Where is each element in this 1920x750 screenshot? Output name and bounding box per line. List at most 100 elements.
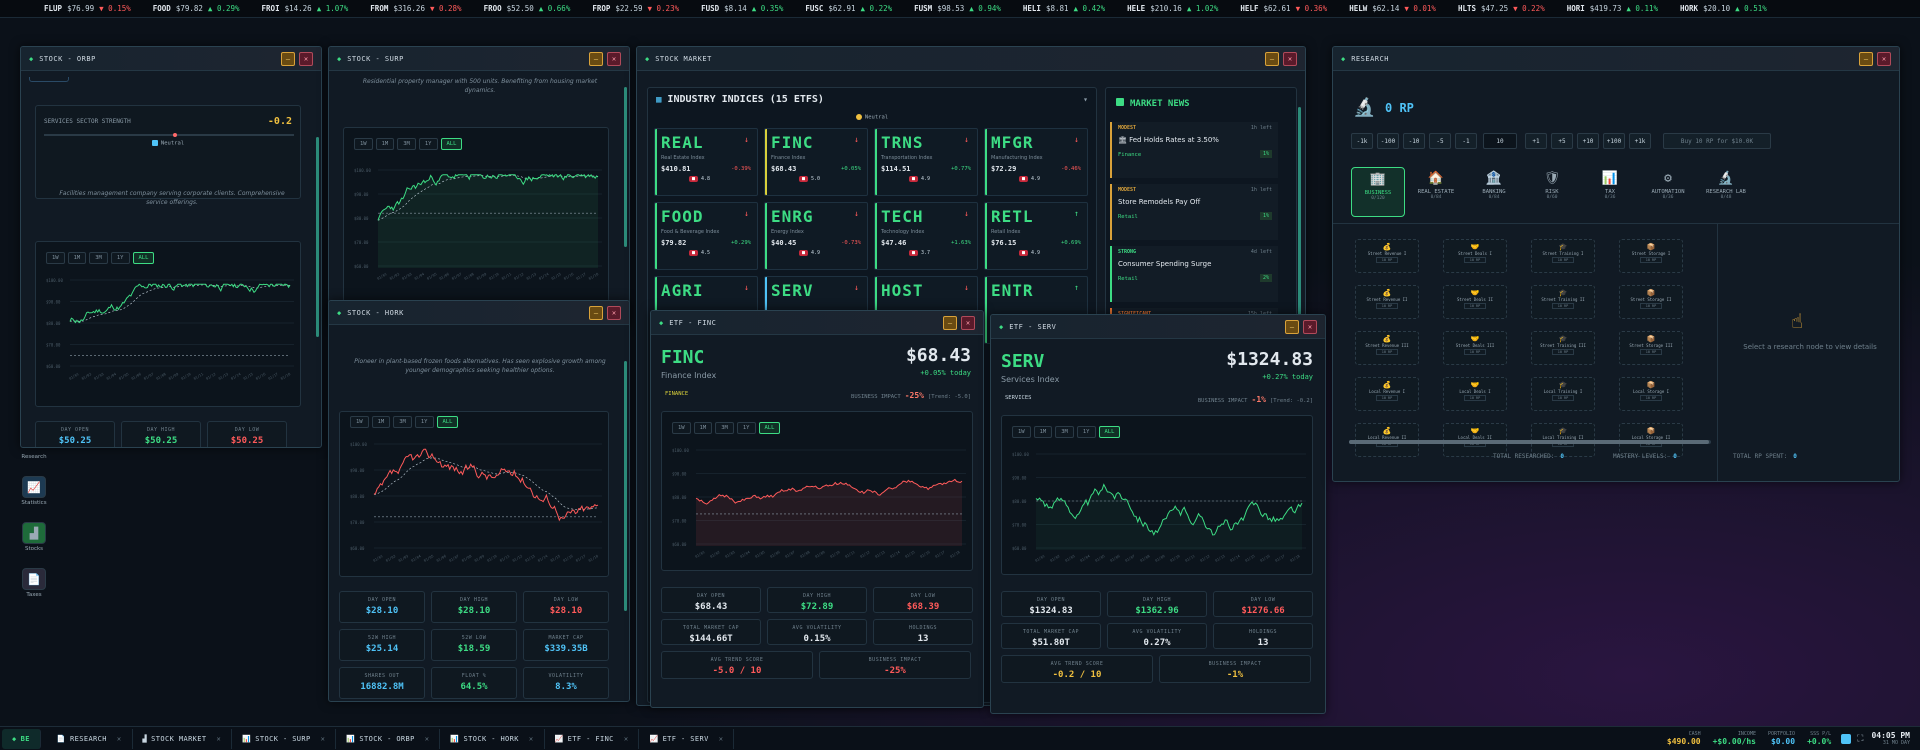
rp-step-button[interactable]: -10 — [1403, 133, 1425, 149]
minimize-button[interactable]: — — [281, 51, 295, 66]
rp-step-button[interactable]: -5 — [1429, 133, 1451, 149]
timeframe-selector[interactable]: 1W 1M 3M 1Y ALL — [350, 416, 459, 428]
taskbar-tab-etf-serv[interactable]: 📈 ETF - SERV ✕ — [639, 728, 735, 749]
research-node[interactable]: 🤝 Street Deals III 10 RP — [1443, 331, 1507, 365]
window-stock-orbp[interactable]: ◆ STOCK - ORBP — ✕ SERVICES SECTOR STRENGTH… — [20, 46, 322, 448]
timeframe-all[interactable]: ALL — [1098, 426, 1121, 438]
timeframe-all[interactable]: ALL — [436, 416, 459, 428]
research-node[interactable]: 📦 Local Storage I 10 RP — [1619, 377, 1683, 411]
collapse-icon[interactable]: ▾ — [1083, 95, 1088, 104]
window-etf-finc[interactable]: ◆ ETF - FINC — ✕ FINC Finance Index $68.43 +0.… — [650, 310, 984, 708]
scrollbar[interactable] — [624, 87, 627, 247]
window-titlebar[interactable]: ◆ STOCK - HORK — ✕ — [329, 301, 629, 325]
buy-rp-button[interactable]: Buy 10 RP for $10.0K — [1663, 133, 1771, 149]
research-tab-research-lab[interactable]: 🔬 RESEARCH LAB 0/48 — [1699, 167, 1753, 217]
start-button[interactable]: ◆ BE — [2, 728, 41, 749]
minimize-button[interactable]: — — [1285, 319, 1299, 334]
taskbar-tab-etf-finc[interactable]: 📈 ETF - FINC ✕ — [545, 728, 640, 749]
close-button[interactable]: ✕ — [299, 51, 313, 66]
research-node[interactable]: 🎓 Street Training III 10 RP — [1531, 331, 1595, 365]
research-node[interactable]: 🎓 Local Training I 10 RP — [1531, 377, 1595, 411]
timeframe-1w[interactable]: 1W — [672, 422, 691, 434]
rp-step-button[interactable]: +1 — [1525, 133, 1547, 149]
rp-step-button[interactable]: -1 — [1455, 133, 1477, 149]
index-card-tech[interactable]: TECH ↓ Technology Index $47.46 +1.63% ■ 3.7 — [874, 202, 978, 270]
timeframe-selector[interactable]: 1W 1M 3M 1Y ALL — [1012, 426, 1121, 438]
rp-step-button[interactable]: +5 — [1551, 133, 1573, 149]
timeframe-1w[interactable]: 1W — [1012, 426, 1031, 438]
timeframe-1m[interactable]: 1M — [371, 416, 391, 428]
research-tab-automation[interactable]: ⚙ AUTOMATION 0/36 — [1641, 167, 1695, 217]
index-card-enrg[interactable]: ENRG ↓ Energy Index $40.45 -0.73% ■ 4.9 — [764, 202, 868, 270]
timeframe-1m[interactable]: 1M — [693, 422, 713, 434]
sidebar-item-stocks[interactable]: ▟ Stocks — [20, 522, 48, 552]
timeframe-1y[interactable]: 1Y — [414, 416, 434, 428]
close-button[interactable]: ✕ — [1283, 51, 1297, 66]
index-card-retl[interactable]: RETL ↑ Retail Index $76.15 +0.69% ■ 4.9 — [984, 202, 1088, 270]
rp-step-button[interactable]: -100 — [1377, 133, 1399, 149]
window-titlebar[interactable]: ◆ RESEARCH — ✕ — [1333, 47, 1899, 71]
window-titlebar[interactable]: ◆ ETF - FINC — ✕ — [651, 311, 983, 335]
taskbar-tab-stock-surp[interactable]: 📊 STOCK - SURP ✕ — [232, 728, 337, 749]
timeframe-3m[interactable]: 3M — [89, 252, 108, 264]
research-node[interactable]: 💰 Local Revenue I 10 RP — [1355, 377, 1419, 411]
close-button[interactable]: ✕ — [1877, 51, 1891, 66]
minimize-button[interactable]: — — [1859, 51, 1873, 66]
close-button[interactable]: ✕ — [961, 315, 975, 330]
window-titlebar[interactable]: ◆ STOCK - ORBP — ✕ — [21, 47, 321, 71]
timeframe-1w[interactable]: 1W — [350, 416, 369, 428]
minimize-button[interactable]: — — [943, 315, 957, 330]
scrollbar[interactable] — [316, 137, 319, 337]
timeframe-1y[interactable]: 1Y — [110, 252, 130, 264]
timeframe-3m[interactable]: 3M — [715, 422, 734, 434]
rp-step-button[interactable]: -1k — [1351, 133, 1373, 149]
timeframe-1y[interactable]: 1Y — [418, 138, 438, 150]
horizontal-scrollbar[interactable] — [1349, 440, 1711, 444]
window-titlebar[interactable]: ◆ ETF - SERV — ✕ — [991, 315, 1325, 339]
timeframe-1y[interactable]: 1Y — [736, 422, 756, 434]
index-card-mfgr[interactable]: MFGR ↓ Manufacturing Index $72.29 -0.46% ■ 4.9 — [984, 128, 1088, 196]
scrollbar[interactable] — [1298, 107, 1301, 367]
research-node[interactable]: 📦 Street Storage II 10 RP — [1619, 285, 1683, 319]
close-button[interactable]: ✕ — [1303, 319, 1317, 334]
sidebar-item-taxes[interactable]: 📄 Taxes — [20, 568, 48, 598]
research-node[interactable]: 💰 Street Revenue I 10 RP — [1355, 239, 1419, 273]
rp-step-button[interactable]: +10 — [1577, 133, 1599, 149]
timeframe-selector[interactable]: 1W 1M 3M 1Y ALL — [672, 422, 781, 434]
window-research[interactable]: ◆ RESEARCH — ✕ 🔬 0 RP -1k -100 -10 -5 -1 10 +1 +5 +… — [1332, 46, 1900, 482]
minimize-button[interactable]: — — [1265, 51, 1279, 66]
sidebar-item-statistics[interactable]: 📈 Statistics — [20, 476, 48, 506]
research-node[interactable]: 📦 Street Storage III 10 RP — [1619, 331, 1683, 365]
research-node[interactable]: 🎓 Street Training II 10 RP — [1531, 285, 1595, 319]
timeframe-selector[interactable]: 1W 1M 3M 1Y ALL — [354, 138, 463, 150]
window-stock-surp[interactable]: ◆ STOCK - SURP — ✕ Residential property man… — [328, 46, 630, 326]
timeframe-1w[interactable]: 1W — [46, 252, 65, 264]
close-button[interactable]: ✕ — [607, 51, 621, 66]
research-node[interactable]: 🤝 Street Deals II 10 RP — [1443, 285, 1507, 319]
timeframe-1m[interactable]: 1M — [1033, 426, 1053, 438]
notification-icon[interactable] — [1841, 733, 1852, 744]
taskbar-tab-stock-market[interactable]: ▟ STOCK MARKET ✕ — [133, 728, 233, 749]
timeframe-all[interactable]: ALL — [132, 252, 155, 264]
research-node[interactable]: 🤝 Local Deals I 10 RP — [1443, 377, 1507, 411]
rp-step-button[interactable]: +100 — [1603, 133, 1625, 149]
scrollbar[interactable] — [624, 361, 627, 611]
research-tab-real-estate[interactable]: 🏠 REAL ESTATE 0/84 — [1409, 167, 1463, 217]
research-tab-business[interactable]: 🏢 BUSINESS 0/120 — [1351, 167, 1405, 217]
minimize-button[interactable]: — — [589, 305, 603, 320]
timeframe-1y[interactable]: 1Y — [1076, 426, 1096, 438]
fullscreen-icon[interactable]: ⛶ — [1857, 733, 1864, 744]
index-card-trns[interactable]: TRNS ↓ Transportation Index $114.51 +0.77% ■ 4… — [874, 128, 978, 196]
taskbar-tab-stock-orbp[interactable]: 📊 STOCK - ORBP ✕ — [336, 728, 441, 749]
window-stock-hork[interactable]: ◆ STOCK - HORK — ✕ Pioneer in plant-based f… — [328, 300, 630, 702]
rp-amount-input[interactable]: 10 — [1483, 133, 1517, 149]
timeframe-3m[interactable]: 3M — [397, 138, 416, 150]
minimize-button[interactable]: — — [589, 51, 603, 66]
research-node[interactable]: 📦 Street Storage I 10 RP — [1619, 239, 1683, 273]
timeframe-selector[interactable]: 1W 1M 3M 1Y ALL — [46, 252, 155, 264]
sidebar-item-research[interactable]: ⚗Research — [20, 430, 48, 460]
taskbar-tab-research[interactable]: 📄 RESEARCH ✕ — [47, 728, 133, 749]
taskbar-tab-stock-hork[interactable]: 📊 STOCK - HORK ✕ — [440, 728, 545, 749]
index-card-finc[interactable]: FINC ↓ Finance Index $68.43 +0.05% ■ 5.0 — [764, 128, 868, 196]
research-node[interactable]: 🎓 Street Training I 10 RP — [1531, 239, 1595, 273]
